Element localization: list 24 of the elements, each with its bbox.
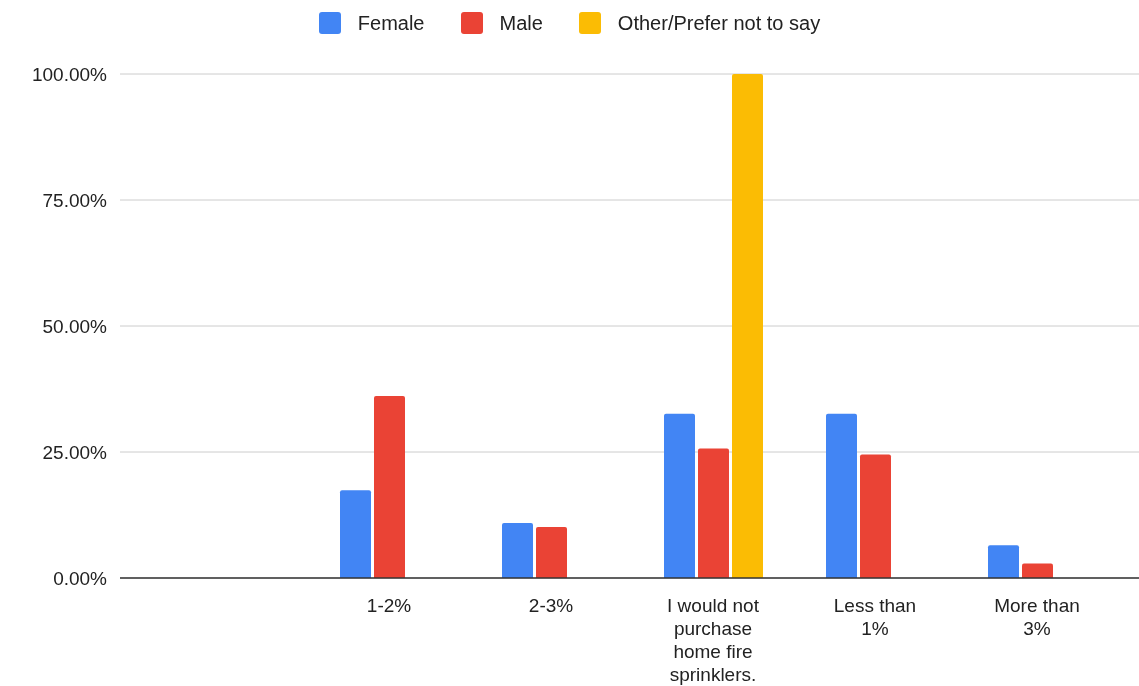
y-tick-label: 0.00%: [53, 567, 108, 589]
legend-label: Other/Prefer not to say: [617, 11, 821, 35]
bar: [732, 74, 763, 578]
x-tick-label: Less than 1%: [833, 595, 917, 640]
legend-label: Male: [499, 11, 543, 35]
bar: [826, 413, 857, 578]
bar: [860, 454, 891, 578]
y-tick-label: 50.00%: [42, 315, 108, 337]
y-tick-label: 25.00%: [42, 441, 108, 463]
bar: [374, 396, 405, 578]
y-tick-label: 75.00%: [42, 189, 108, 211]
y-tick-label: 100.00%: [31, 63, 108, 85]
bar: [536, 527, 567, 578]
legend-label: Female: [357, 11, 425, 35]
bar: [698, 448, 729, 578]
x-tick-label: More than 3%: [994, 595, 1080, 640]
bar: [340, 490, 371, 578]
x-tick-label: I would not purchase home fire sprinklers.: [667, 595, 760, 686]
bar: [664, 413, 695, 578]
x-tick-label: 1-2%: [366, 595, 412, 617]
x-tick-label: 2-3%: [528, 595, 574, 617]
bar: [988, 545, 1019, 578]
bar: [502, 523, 533, 578]
bar: [1022, 563, 1053, 578]
